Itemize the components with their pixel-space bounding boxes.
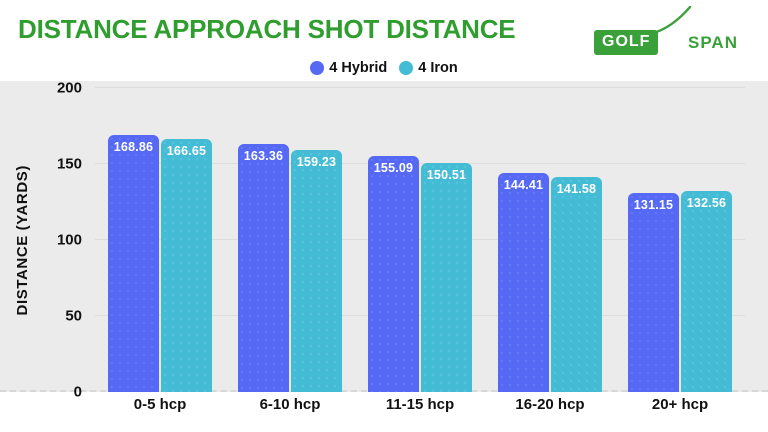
gridline [95, 315, 745, 316]
category-label: 20+ hcp [651, 396, 709, 413]
legend-label: 4 Iron [418, 60, 458, 76]
bar-value-label: 166.65 [166, 143, 207, 158]
bar-4-hybrid: 131.15 [628, 192, 679, 392]
bar-group: 155.09 150.51 [355, 88, 485, 392]
x-axis-labels: 0-5 hcp 6-10 hcp 11-15 hcp 16-20 hcp 20+ hcp [95, 396, 745, 413]
y-tick-label: 150 [56, 155, 82, 173]
bar-value-label: 168.86 [113, 140, 154, 155]
bar-group: 168.86 166.65 [95, 88, 225, 392]
page-title: DISTANCE APPROACH SHOT DISTANCE [18, 14, 516, 44]
bar-value-label: 159.23 [296, 154, 337, 169]
legend-swatch [310, 61, 325, 75]
bar-groups: 168.86 166.65 163.36 159.23 155.09 150.51 144.… [95, 88, 745, 392]
bar-4-iron: 150.51 [421, 163, 472, 392]
bar-value-label: 163.36 [243, 148, 284, 163]
bar-group: 163.36 159.23 [225, 88, 355, 392]
bar-4-hybrid: 163.36 [238, 143, 289, 392]
bar-4-hybrid: 155.09 [368, 156, 419, 392]
gridline [95, 87, 745, 88]
bar-value-label: 144.41 [503, 177, 544, 192]
legend-swatch [399, 61, 414, 75]
y-tick-label: 100 [56, 231, 82, 249]
y-tick-label: 50 [65, 307, 82, 325]
bar-value-label: 141.58 [556, 181, 597, 196]
y-tick-label: 0 [73, 383, 82, 401]
gridline [95, 239, 745, 240]
bar-value-label: 150.51 [426, 168, 467, 183]
bar-group: 144.41 141.58 [485, 88, 615, 392]
plot-area: 168.86 166.65 163.36 159.23 155.09 150.51 144.… [95, 87, 745, 392]
bar-4-iron: 141.58 [551, 176, 602, 392]
bar-4-iron: 166.65 [161, 138, 212, 392]
category-label: 0-5 hcp [133, 396, 187, 413]
chart-legend: 4 Hybrid 4 Iron [0, 57, 768, 79]
y-axis-ticks: 0 50 100 150 200 [0, 80, 88, 401]
logo-span-text: SPAN [688, 33, 738, 52]
golf-swing-swoosh-icon [652, 6, 692, 34]
legend-item: 4 Hybrid [310, 60, 387, 76]
gridline [95, 163, 745, 164]
bar-value-label: 131.15 [633, 197, 674, 212]
bar-4-iron: 159.23 [291, 149, 342, 392]
logo-golf-box: GOLF [594, 30, 659, 55]
bar-4-iron: 132.56 [681, 190, 732, 392]
category-label: 6-10 hcp [259, 396, 321, 413]
chart-region: DISTANCE (YARDS) 0 50 100 150 200 168.86 166.… [0, 80, 768, 401]
bar-value-label: 155.09 [373, 161, 414, 176]
golfspan-logo: GOLF SPAN [592, 6, 754, 58]
category-label: 16-20 hcp [515, 396, 585, 413]
y-tick-label: 200 [56, 79, 82, 97]
bar-value-label: 132.56 [686, 195, 727, 210]
legend-item: 4 Iron [399, 60, 458, 76]
bar-group: 131.15 132.56 [615, 88, 745, 392]
legend-label: 4 Hybrid [329, 60, 388, 76]
bar-4-hybrid: 144.41 [498, 172, 549, 392]
bar-4-hybrid: 168.86 [108, 135, 159, 392]
category-label: 11-15 hcp [385, 396, 455, 413]
